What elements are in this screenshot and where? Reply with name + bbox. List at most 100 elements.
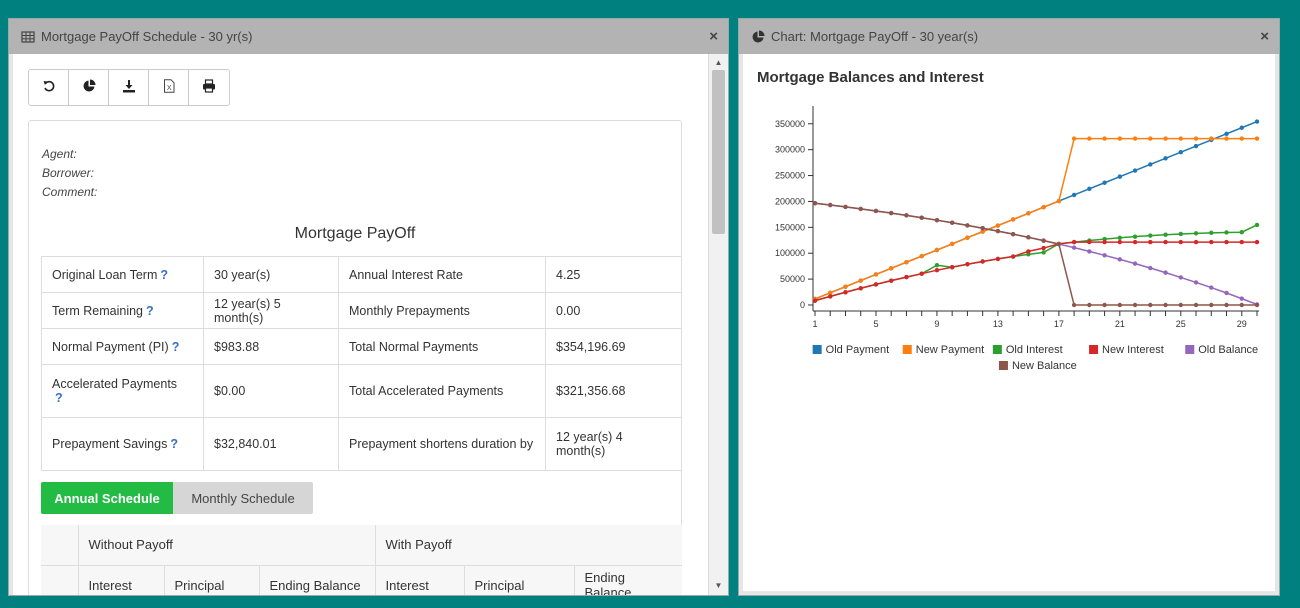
total-accelerated-payments-label: Total Accelerated Payments	[338, 364, 546, 418]
help-icon[interactable]: ?	[146, 303, 154, 318]
data-point	[1132, 234, 1138, 239]
chart-window: Chart: Mortgage PayOff - 30 year(s) × Mo…	[738, 18, 1280, 596]
export-excel-button[interactable]: X	[149, 70, 189, 105]
data-point	[949, 241, 955, 247]
data-point	[873, 208, 879, 214]
data-point	[1224, 136, 1229, 141]
data-point	[1239, 136, 1244, 141]
chart-window-title: Chart: Mortgage PayOff - 30 year(s)	[771, 29, 979, 44]
data-point	[858, 278, 863, 283]
data-point	[1041, 238, 1046, 243]
data-point	[1224, 239, 1229, 245]
y-tick-label: 200000	[775, 196, 805, 206]
data-point	[980, 259, 985, 264]
data-point	[1132, 261, 1138, 266]
data-point	[1056, 241, 1062, 247]
data-point	[889, 210, 894, 216]
chart-title: Mortgage Balances and Interest	[757, 69, 984, 86]
without-payoff-header: Without Payoff	[78, 525, 376, 566]
data-point	[1117, 174, 1123, 179]
data-point	[1026, 211, 1031, 216]
total-normal-payments-label: Total Normal Payments	[338, 328, 546, 365]
prepayment-shortens-label: Prepayment shortens duration by	[338, 417, 546, 471]
series-line	[814, 241, 1257, 302]
help-icon[interactable]: ?	[170, 437, 178, 451]
data-point	[965, 223, 970, 228]
print-icon	[202, 79, 216, 96]
data-point	[1026, 249, 1031, 254]
data-point	[1102, 302, 1107, 308]
help-icon[interactable]: ?	[160, 267, 169, 282]
schedule-table: Without Payoff With Payoff Interest Prin…	[41, 525, 682, 595]
pie-chart-icon	[82, 79, 96, 96]
data-point	[1178, 239, 1183, 245]
pie-chart-icon	[751, 30, 765, 44]
data-point	[995, 256, 1001, 262]
term-remaining-label: Term Remaining	[52, 303, 144, 318]
ending-balance-header: Ending Balance	[259, 565, 376, 595]
data-point	[1010, 217, 1016, 222]
data-point	[828, 290, 833, 295]
data-point	[1239, 229, 1244, 235]
scroll-up-arrow-icon[interactable]: ▲	[714, 58, 723, 67]
data-point	[919, 271, 924, 276]
data-point	[1117, 235, 1123, 240]
vertical-scrollbar[interactable]: ▲ ▼	[708, 54, 728, 595]
download-icon	[122, 79, 136, 96]
report-meta: Agent: Borrower: Comment:	[42, 145, 97, 202]
close-icon[interactable]: ×	[709, 28, 718, 45]
scroll-thumb[interactable]	[712, 70, 725, 234]
schedule-group-header: Without Payoff With Payoff	[41, 525, 682, 566]
table-icon	[21, 30, 35, 44]
balances-chart: 0 50000 100000 150000 200000 250000 300000 3500…	[775, 106, 1260, 372]
print-button[interactable]	[189, 70, 229, 105]
data-point	[1087, 239, 1092, 245]
data-point	[965, 235, 970, 240]
interest-header: Interest	[375, 565, 465, 595]
y-tick-label: 100000	[775, 248, 805, 258]
tab-monthly-schedule[interactable]: Monthly Schedule	[173, 482, 313, 514]
data-point	[1239, 302, 1244, 308]
download-button[interactable]	[109, 70, 149, 105]
comment-label: Comment:	[42, 185, 98, 199]
data-point	[980, 226, 985, 231]
chart-button[interactable]	[69, 70, 109, 105]
data-point	[904, 260, 909, 265]
data-point	[1041, 250, 1046, 255]
data-point	[934, 268, 940, 273]
tab-annual-schedule[interactable]: Annual Schedule	[41, 482, 173, 514]
x-tick-label: 21	[1115, 319, 1125, 329]
help-icon[interactable]: ?	[171, 339, 180, 354]
data-point	[1132, 136, 1138, 141]
data-point	[934, 263, 940, 268]
y-tick-label: 250000	[775, 171, 805, 181]
term-remaining-value: 12 year(s) 5 month(s)	[203, 292, 339, 329]
data-point	[1193, 280, 1199, 285]
data-point	[1132, 302, 1138, 308]
x-tick-label: 25	[1176, 319, 1186, 329]
data-point	[1224, 230, 1229, 235]
row-index-header	[41, 565, 79, 595]
y-tick-label: 300000	[775, 145, 805, 155]
row-index-header	[41, 525, 79, 566]
data-point	[1254, 136, 1260, 141]
schedule-window-titlebar[interactable]: Mortgage PayOff Schedule - 30 yr(s) ×	[9, 19, 728, 54]
chart-window-titlebar[interactable]: Chart: Mortgage PayOff - 30 year(s) ×	[739, 19, 1279, 54]
schedule-tabs: Annual Schedule Monthly Schedule	[41, 482, 313, 514]
data-point	[1178, 275, 1183, 280]
help-icon[interactable]: ?	[55, 391, 63, 405]
x-tick-label: 17	[1054, 319, 1064, 329]
refresh-button[interactable]	[29, 70, 69, 105]
data-point	[1056, 198, 1062, 204]
data-point	[843, 204, 848, 210]
data-point	[1087, 136, 1092, 141]
accelerated-payments-value: $0.00	[203, 364, 339, 418]
data-point	[1071, 136, 1077, 141]
data-point	[1102, 239, 1107, 245]
scroll-down-arrow-icon[interactable]: ▼	[714, 581, 723, 590]
close-icon[interactable]: ×	[1260, 28, 1269, 45]
data-point	[904, 213, 909, 218]
data-point	[858, 286, 863, 291]
data-point	[1071, 239, 1077, 245]
data-point	[1102, 136, 1107, 141]
